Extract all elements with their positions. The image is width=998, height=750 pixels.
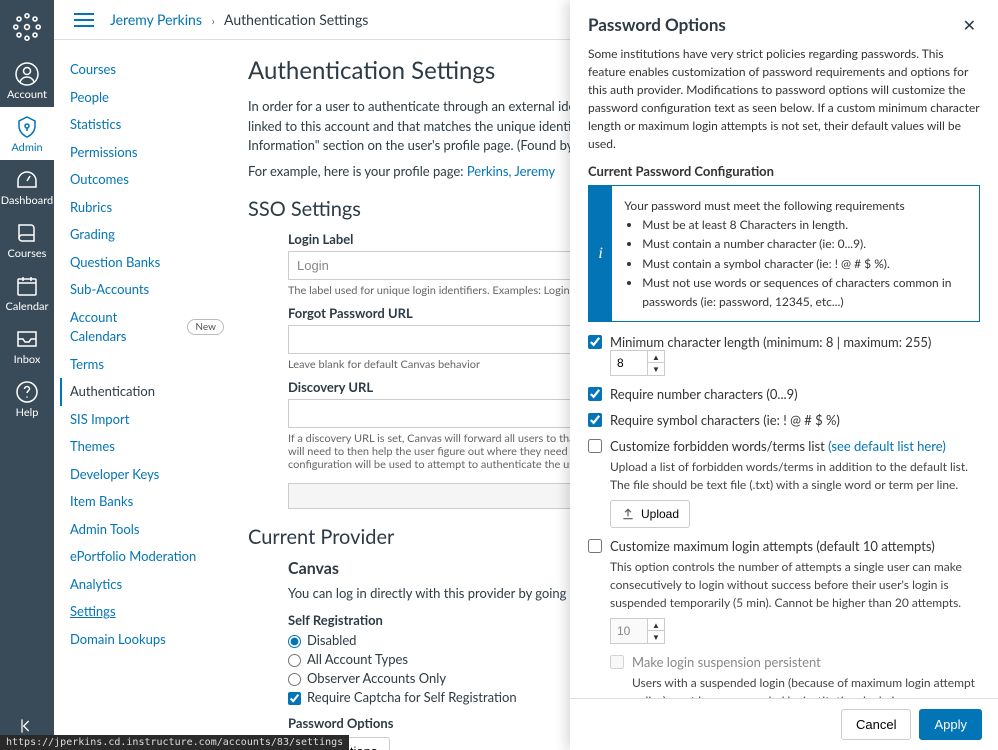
side-nav-item[interactable]: ePortfolio Moderation bbox=[60, 543, 224, 571]
nav-label: Dashboard bbox=[1, 194, 53, 207]
upload-icon bbox=[621, 507, 635, 521]
spin-up[interactable]: ▲ bbox=[648, 351, 664, 363]
close-button[interactable]: ✕ bbox=[959, 14, 980, 37]
nav-label: Account bbox=[7, 88, 47, 101]
side-nav-item[interactable]: Grading bbox=[60, 221, 224, 249]
nav-label: Courses bbox=[8, 247, 47, 260]
user-icon bbox=[15, 62, 39, 86]
profile-link[interactable]: Perkins, Jeremy bbox=[467, 163, 555, 179]
canvas-logo-icon bbox=[11, 11, 43, 43]
info-lead: Your password must meet the following re… bbox=[624, 196, 967, 215]
nav-inbox[interactable]: Inbox bbox=[0, 319, 54, 372]
info-list-item: Must not use words or sequences of chara… bbox=[642, 273, 967, 311]
side-nav-item[interactable]: Terms bbox=[60, 351, 224, 379]
side-nav-item[interactable]: Authentication bbox=[60, 378, 224, 406]
tray-footer: Cancel Apply bbox=[570, 698, 998, 750]
side-nav-item[interactable]: Courses bbox=[60, 56, 224, 84]
max-login-input-group: ▲▼ bbox=[610, 618, 665, 644]
side-nav-item[interactable]: Account Calendars bbox=[60, 304, 181, 351]
require-number-label: Require number characters (0...9) bbox=[610, 386, 798, 402]
side-nav-item[interactable]: Outcomes bbox=[60, 166, 224, 194]
nav-label: Help bbox=[16, 406, 39, 419]
side-nav-item[interactable]: SIS Import bbox=[60, 406, 224, 434]
nav-label: Admin bbox=[11, 141, 42, 154]
calendar-icon bbox=[15, 274, 39, 298]
side-nav-item[interactable]: Statistics bbox=[60, 111, 224, 139]
min-length-label: Minimum character length (minimum: 8 | m… bbox=[610, 334, 931, 350]
nav-help[interactable]: Help bbox=[0, 372, 54, 425]
side-nav-item[interactable]: Rubrics bbox=[60, 194, 224, 222]
persistent-label: Make login suspension persistent bbox=[632, 654, 821, 670]
default-list-link[interactable]: (see default list here) bbox=[828, 438, 946, 454]
collapse-icon bbox=[17, 716, 37, 736]
side-nav-item[interactable]: Domain Lookups bbox=[60, 626, 224, 654]
side-nav-item[interactable]: Analytics bbox=[60, 571, 224, 599]
side-nav-item[interactable]: Item Banks bbox=[60, 488, 224, 516]
require-symbol-checkbox[interactable] bbox=[588, 413, 602, 427]
side-nav-item[interactable]: Developer Keys bbox=[60, 461, 224, 489]
forbidden-list-checkbox[interactable] bbox=[588, 439, 602, 453]
info-list-item: Must be at least 8 Characters in length. bbox=[642, 215, 967, 234]
forbidden-list-help: Upload a list of forbidden words/terms i… bbox=[610, 458, 980, 494]
info-list-item: Must contain a number character (ie: 0..… bbox=[642, 234, 967, 253]
max-login-input[interactable] bbox=[611, 619, 647, 643]
require-symbol-label: Require symbol characters (ie: ! @ # $ %… bbox=[610, 412, 840, 428]
nav-label: Calendar bbox=[6, 300, 49, 313]
breadcrumb-current: Authentication Settings bbox=[224, 11, 368, 28]
nav-label: Inbox bbox=[14, 353, 41, 366]
spin-up[interactable]: ▲ bbox=[648, 619, 664, 631]
nav-dashboard[interactable]: Dashboard bbox=[0, 160, 54, 213]
spin-down[interactable]: ▼ bbox=[648, 631, 664, 643]
max-login-label: Customize maximum login attempts (defaul… bbox=[610, 538, 935, 554]
info-icon: i bbox=[589, 186, 612, 321]
side-nav-item[interactable]: Question Banks bbox=[60, 249, 224, 277]
config-label: Current Password Configuration bbox=[588, 163, 980, 179]
cancel-button[interactable]: Cancel bbox=[841, 709, 911, 740]
side-nav-item[interactable]: Sub-Accounts bbox=[60, 276, 224, 304]
tray-intro: Some institutions have very strict polic… bbox=[588, 45, 980, 153]
hamburger-menu[interactable] bbox=[74, 13, 94, 27]
dashboard-icon bbox=[15, 168, 39, 192]
logo[interactable] bbox=[0, 0, 54, 54]
require-number-checkbox[interactable] bbox=[588, 387, 602, 401]
side-nav-item[interactable]: Permissions bbox=[60, 139, 224, 167]
side-nav-item[interactable]: People bbox=[60, 84, 224, 112]
min-length-checkbox[interactable] bbox=[588, 335, 602, 349]
max-login-help: This option controls the number of attem… bbox=[610, 558, 980, 612]
nav-calendar[interactable]: Calendar bbox=[0, 266, 54, 319]
breadcrumb: Jeremy Perkins › Authentication Settings bbox=[110, 11, 368, 28]
side-nav-item[interactable]: Admin Tools bbox=[60, 516, 224, 544]
close-icon: ✕ bbox=[963, 16, 976, 35]
inbox-icon bbox=[15, 327, 39, 351]
help-icon bbox=[15, 380, 39, 404]
global-nav: Account Admin Dashboard Courses Calendar… bbox=[0, 0, 54, 750]
apply-button[interactable]: Apply bbox=[919, 709, 982, 740]
info-list-item: Must contain a symbol character (ie: ! @… bbox=[642, 254, 967, 273]
admin-icon bbox=[15, 115, 39, 139]
persistent-checkbox[interactable] bbox=[610, 655, 624, 669]
forbidden-list-label: Customize forbidden words/terms list (se… bbox=[610, 438, 946, 454]
nav-admin[interactable]: Admin bbox=[0, 107, 54, 160]
nav-courses[interactable]: Courses bbox=[0, 213, 54, 266]
account-side-nav: CoursesPeopleStatisticsPermissionsOutcom… bbox=[54, 40, 224, 750]
new-pill: New bbox=[187, 319, 224, 335]
persistent-help: Users with a suspended login (because of… bbox=[632, 674, 980, 698]
status-bar: https://jperkins.cd.instructure.com/acco… bbox=[0, 735, 349, 750]
side-nav-item[interactable]: Settings bbox=[60, 598, 224, 626]
breadcrumb-sep: › bbox=[212, 13, 215, 28]
password-options-tray: Password Options ✕ Some institutions hav… bbox=[570, 0, 998, 750]
max-login-checkbox[interactable] bbox=[588, 539, 602, 553]
tray-title: Password Options bbox=[588, 14, 959, 35]
info-box: i Your password must meet the following … bbox=[588, 185, 980, 322]
min-length-input-group: ▲▼ bbox=[610, 350, 665, 376]
spin-down[interactable]: ▼ bbox=[648, 363, 664, 375]
upload-button[interactable]: Upload bbox=[610, 500, 690, 528]
nav-account[interactable]: Account bbox=[0, 54, 54, 107]
courses-icon bbox=[15, 221, 39, 245]
min-length-input[interactable] bbox=[611, 351, 647, 375]
side-nav-item[interactable]: Themes bbox=[60, 433, 224, 461]
breadcrumb-root[interactable]: Jeremy Perkins bbox=[110, 11, 202, 28]
